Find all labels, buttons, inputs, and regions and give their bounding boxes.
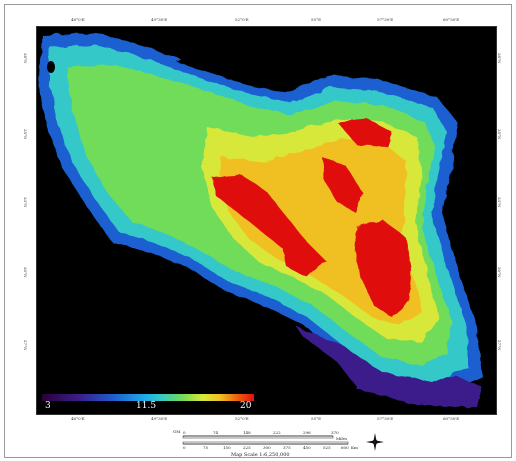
color-legend: 3 11.5 20 xyxy=(42,394,254,411)
legend-min-label: 3 xyxy=(45,401,51,411)
left-tick-label: 27°N xyxy=(23,340,28,351)
scale-bottom-value: 375 xyxy=(283,445,291,450)
persian-gulf xyxy=(37,255,357,414)
top-tick-label: 49°30'E xyxy=(151,17,168,22)
top-tick-label: 55°E xyxy=(311,17,322,22)
scale-unit-top: GM xyxy=(173,429,181,434)
iran-heat-map xyxy=(37,33,482,414)
scale-top-value: 74 xyxy=(213,430,219,435)
red-zone-central xyxy=(212,175,327,267)
scale-bottom-unit: Km xyxy=(351,445,358,450)
bottom-tick-label: 60°30'E xyxy=(443,416,460,421)
red-zone-north xyxy=(337,119,392,147)
right-tick-label: 38°N xyxy=(497,53,502,64)
red-zone-east-ridge xyxy=(322,157,362,212)
legend-gradient-bar xyxy=(42,394,254,401)
scale-top-value: 222 xyxy=(273,430,281,435)
scale-bottom-value: 300 xyxy=(263,445,271,450)
scale-bar-graphic xyxy=(182,435,349,445)
scale-top-unit: Miles xyxy=(336,436,348,441)
bottom-tick-label: 57°30'E xyxy=(377,416,394,421)
top-tick-label: 46°0'E xyxy=(71,17,85,22)
scale-top-value: 370 xyxy=(331,430,339,435)
bottom-tick-label: 52°0'E xyxy=(235,416,249,421)
caspian-sea xyxy=(177,55,307,93)
lake-urmia xyxy=(47,61,55,73)
left-tick-label: 38°N xyxy=(23,53,28,64)
legend-max-label: 20 xyxy=(240,401,252,411)
scale-bottom-value: 600 xyxy=(341,445,349,450)
map-panel[interactable] xyxy=(36,26,497,415)
scale-bottom-value: 0 xyxy=(183,445,186,450)
scale-bottom-value: 75 xyxy=(203,445,209,450)
scale-bar: GM 0 74 148 222 296 370 Miles 0 75 150 2… xyxy=(173,429,368,458)
bottom-tick-label: 46°0'E xyxy=(71,416,85,421)
left-tick-label: 33°N xyxy=(23,197,28,208)
map-scale-text: Map Scale 1:6,250,000 xyxy=(231,452,290,458)
scale-bottom-value: 525 xyxy=(323,445,331,450)
top-tick-label: 52°0'E xyxy=(235,17,249,22)
figure-frame: 46°0'E 49°30'E 52°0'E 55°E 57°30'E 60°30… xyxy=(4,4,512,458)
scale-top-value: 148 xyxy=(243,430,251,435)
scale-bottom-value: 450 xyxy=(303,445,311,450)
compass-icon xyxy=(366,433,384,451)
legend-mid-label: 11.5 xyxy=(136,401,157,411)
scale-top-value: 296 xyxy=(303,430,311,435)
red-zone-south xyxy=(282,242,317,277)
bottom-tick-label: 55°E xyxy=(311,416,322,421)
right-tick-label: 27°N xyxy=(497,340,502,351)
bottom-tick-label: 49°30'E xyxy=(151,416,168,421)
scale-bottom-value: 150 xyxy=(223,445,231,450)
red-zone-lut-desert xyxy=(355,219,412,317)
southern-coast xyxy=(297,327,482,407)
scale-top-value: 0 xyxy=(183,430,186,435)
top-tick-label: 60°30'E xyxy=(443,17,460,22)
left-tick-label: 30°N xyxy=(23,267,28,278)
right-tick-label: 35°N xyxy=(497,129,502,140)
top-tick-label: 57°30'E xyxy=(377,17,394,22)
scale-bottom-value: 225 xyxy=(243,445,251,450)
right-tick-label: 33°N xyxy=(497,197,502,208)
right-tick-label: 30°N xyxy=(497,267,502,278)
left-tick-label: 35°N xyxy=(23,129,28,140)
